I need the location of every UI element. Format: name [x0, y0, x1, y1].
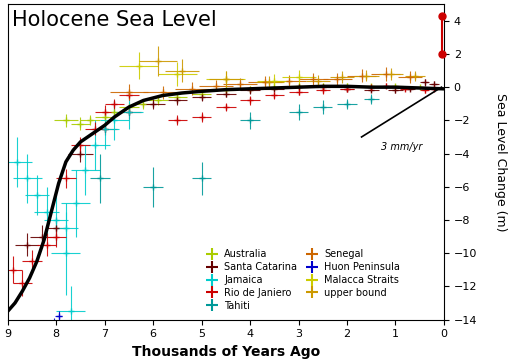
Legend: Australia, Santa Catarina, Jamaica, Rio de Janiero, Tahiti, Senegal, Huon Penins: Australia, Santa Catarina, Jamaica, Rio …: [198, 245, 404, 315]
Text: Holocene Sea Level: Holocene Sea Level: [12, 11, 217, 30]
Y-axis label: Sea Level Change (m): Sea Level Change (m): [494, 93, 507, 231]
X-axis label: Thousands of Years Ago: Thousands of Years Ago: [132, 345, 320, 359]
Text: 3 mm/yr: 3 mm/yr: [381, 142, 422, 152]
